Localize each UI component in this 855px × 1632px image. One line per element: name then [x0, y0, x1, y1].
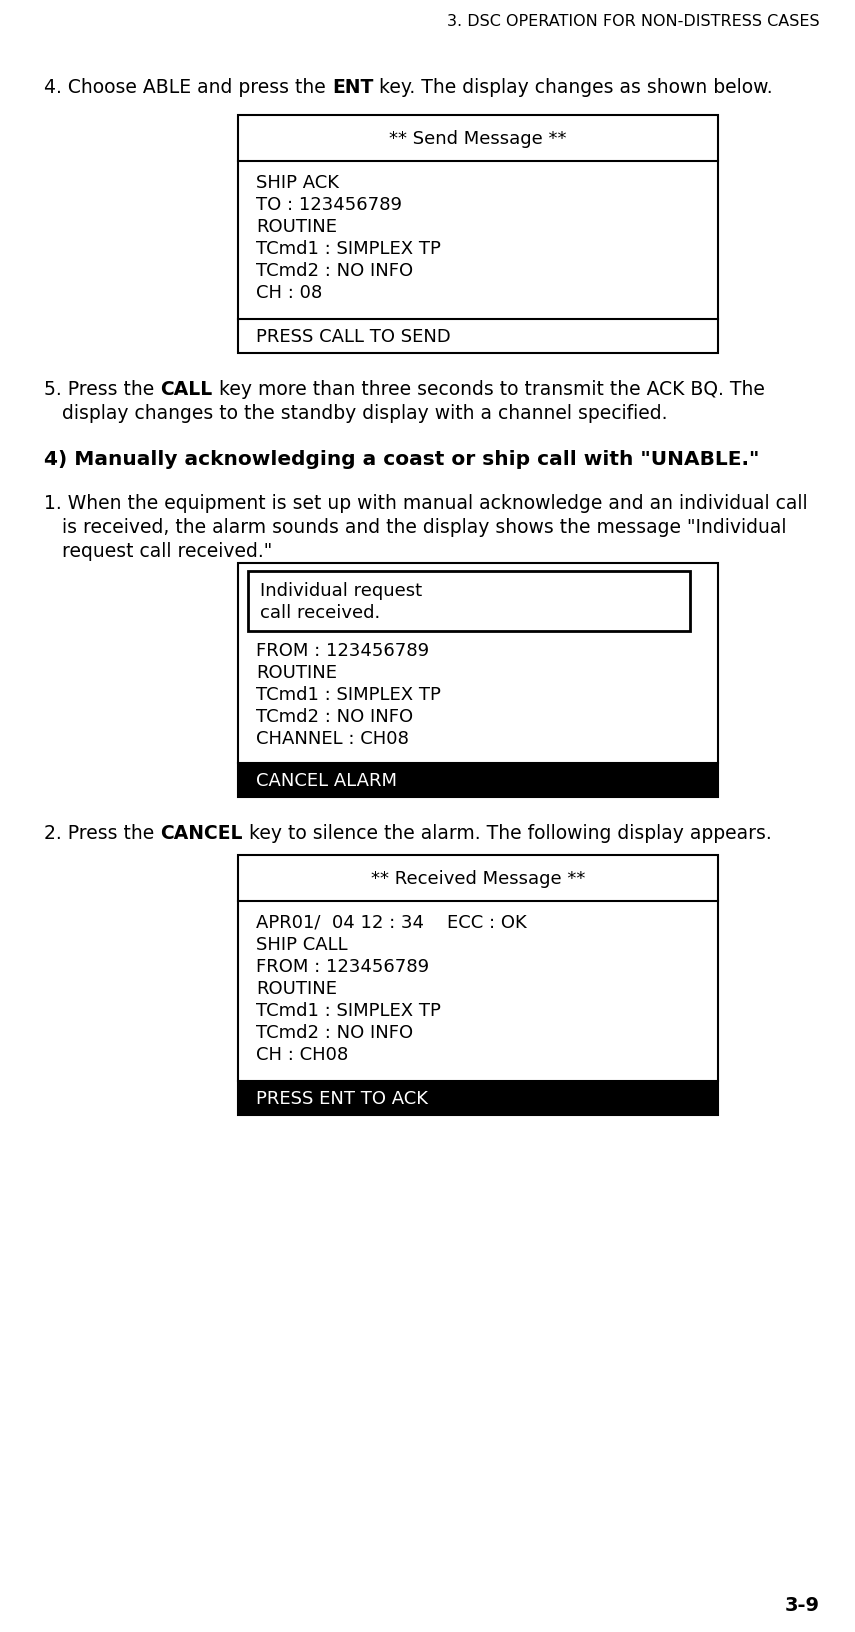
- Text: CH : 08: CH : 08: [256, 284, 322, 302]
- Text: ** Send Message **: ** Send Message **: [389, 131, 567, 149]
- Bar: [238, 764, 718, 798]
- Text: request call received.": request call received.": [62, 542, 272, 561]
- Text: 3. DSC OPERATION FOR NON-DISTRESS CASES: 3. DSC OPERATION FOR NON-DISTRESS CASES: [447, 15, 820, 29]
- Text: FROM : 123456789: FROM : 123456789: [256, 641, 429, 659]
- Text: SHIP CALL: SHIP CALL: [256, 935, 348, 953]
- Text: TO : 123456789: TO : 123456789: [256, 196, 402, 214]
- Bar: [248, 571, 690, 632]
- Text: TCmd2 : NO INFO: TCmd2 : NO INFO: [256, 261, 413, 279]
- Text: TCmd1 : SIMPLEX TP: TCmd1 : SIMPLEX TP: [256, 685, 441, 703]
- Text: 1. When the equipment is set up with manual acknowledge and an individual call: 1. When the equipment is set up with man…: [44, 494, 808, 512]
- Text: ROUTINE: ROUTINE: [256, 217, 337, 237]
- Text: SHIP ACK: SHIP ACK: [256, 175, 339, 193]
- Text: CANCEL: CANCEL: [160, 824, 243, 842]
- Bar: [238, 855, 718, 1115]
- Text: 5. Press the: 5. Press the: [44, 380, 160, 398]
- Text: CHANNEL : CH08: CHANNEL : CH08: [256, 730, 409, 747]
- Text: CANCEL ALARM: CANCEL ALARM: [256, 772, 397, 790]
- Text: 3-9: 3-9: [785, 1594, 820, 1614]
- Text: TCmd1 : SIMPLEX TP: TCmd1 : SIMPLEX TP: [256, 1002, 441, 1020]
- Text: ROUTINE: ROUTINE: [256, 664, 337, 682]
- Text: key more than three seconds to transmit the ACK BQ. The: key more than three seconds to transmit …: [213, 380, 764, 398]
- Bar: [238, 116, 718, 354]
- Text: ROUTINE: ROUTINE: [256, 979, 337, 997]
- Text: TCmd1 : SIMPLEX TP: TCmd1 : SIMPLEX TP: [256, 240, 441, 258]
- Text: 2. Press the: 2. Press the: [44, 824, 160, 842]
- Text: is received, the alarm sounds and the display shows the message "Individual: is received, the alarm sounds and the di…: [62, 517, 787, 537]
- Text: key to silence the alarm. The following display appears.: key to silence the alarm. The following …: [243, 824, 771, 842]
- Bar: [238, 1082, 718, 1115]
- Text: TCmd2 : NO INFO: TCmd2 : NO INFO: [256, 1023, 413, 1041]
- Text: FROM : 123456789: FROM : 123456789: [256, 958, 429, 976]
- Text: TCmd2 : NO INFO: TCmd2 : NO INFO: [256, 708, 413, 726]
- Text: CH : CH08: CH : CH08: [256, 1046, 348, 1064]
- Text: display changes to the standby display with a channel specified.: display changes to the standby display w…: [62, 403, 668, 423]
- Text: ENT: ENT: [332, 78, 373, 96]
- Text: call received.: call received.: [260, 604, 380, 622]
- Text: CALL: CALL: [160, 380, 213, 398]
- Bar: [238, 563, 718, 798]
- Text: 4. Choose ABLE and press the: 4. Choose ABLE and press the: [44, 78, 332, 96]
- Text: Individual request: Individual request: [260, 581, 422, 599]
- Text: PRESS ENT TO ACK: PRESS ENT TO ACK: [256, 1089, 428, 1108]
- Text: 4) Manually acknowledging a coast or ship call with "UNABLE.": 4) Manually acknowledging a coast or shi…: [44, 450, 759, 468]
- Text: APR01/  04 12 : 34    ECC : OK: APR01/ 04 12 : 34 ECC : OK: [256, 914, 527, 932]
- Text: PRESS CALL TO SEND: PRESS CALL TO SEND: [256, 328, 451, 346]
- Text: key. The display changes as shown below.: key. The display changes as shown below.: [373, 78, 773, 96]
- Text: ** Received Message **: ** Received Message **: [371, 870, 585, 888]
